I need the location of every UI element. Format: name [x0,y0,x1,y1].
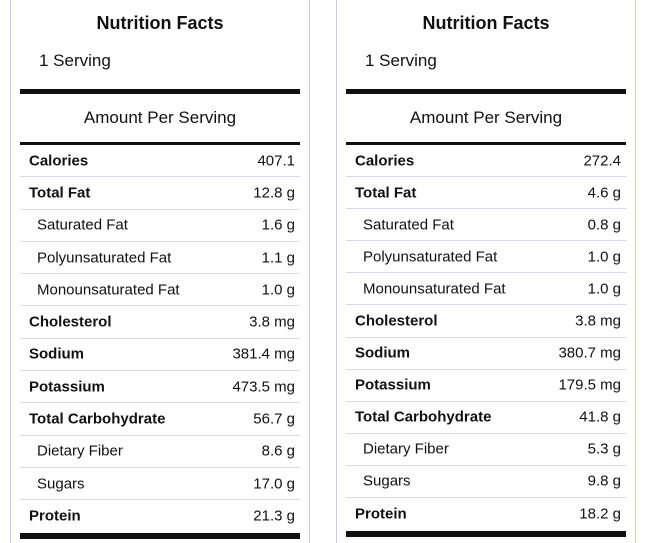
nutrient-row: Monounsaturated Fat 1.0 g [346,273,626,306]
nutrient-value: 4.6 g [587,184,621,202]
divider-medium [20,142,300,145]
nutrient-value: 179.5 mg [558,376,621,394]
nutrient-row: Sodium 380.7 mg [346,338,626,370]
nutrient-value: 0.8 g [587,216,621,234]
nutrient-row: Cholesterol 3.8 mg [20,306,300,339]
nutrient-label: Protein [29,507,81,525]
nutrient-rows: Calories 272.4 Total Fat 4.6 g Saturated Fat… [346,145,626,530]
nutrition-facts-panel-right: Nutrition Facts 1 Serving Amount Per Ser… [336,0,636,543]
nutrient-value: 9.8 g [587,472,621,490]
nutrient-value: 407.1 [257,152,295,170]
nutrient-label: Total Carbohydrate [29,410,166,428]
nutrient-row: Polyunsaturated Fat 1.1 g [20,242,300,275]
nutrient-row: Sodium 381.4 mg [20,339,300,372]
nutrient-value: 272.4 [583,152,621,170]
nutrient-row: Protein 18.2 g [346,498,626,530]
nutrient-row: Total Fat 12.8 g [20,177,300,210]
nutrient-row: Sugars 9.8 g [346,466,626,499]
nutrient-label: Total Fat [355,184,417,202]
nutrient-label: Potassium [29,378,105,396]
nutrient-value: 8.6 g [261,442,295,460]
nutrient-label: Total Fat [29,184,91,202]
nutrient-label: Saturated Fat [37,216,128,234]
nutrient-value: 21.3 g [253,507,295,525]
nutrient-label: Cholesterol [29,313,112,331]
nutrient-row: Potassium 179.5 mg [346,370,626,402]
nutrient-rows: Calories 407.1 Total Fat 12.8 g Saturated Fa… [20,145,300,533]
nutrient-value: 12.8 g [253,184,295,202]
nutrient-label: Monounsaturated Fat [363,280,506,298]
nutrient-row: Polyunsaturated Fat 1.0 g [346,241,626,274]
nutrient-row: Dietary Fiber 5.3 g [346,434,626,466]
nutrient-value: 1.6 g [261,216,295,234]
nutrient-value: 56.7 g [253,410,295,428]
nutrient-row: Cholesterol 3.8 mg [346,305,626,338]
nutrient-row: Calories 407.1 [20,145,300,178]
nutrient-row: Total Fat 4.6 g [346,177,626,210]
serving-size: 1 Serving [365,51,437,70]
nutrient-label: Sugars [363,472,411,490]
nutrient-label: Saturated Fat [363,216,454,234]
divider-thick [346,89,626,94]
nutrient-label: Protein [355,505,407,523]
nutrient-label: Dietary Fiber [37,442,123,460]
nutrient-label: Sodium [29,345,84,363]
panel-title: Nutrition Facts [422,13,550,33]
nutrient-label: Cholesterol [355,312,438,330]
nutrient-label: Calories [355,152,415,170]
nutrient-label: Polyunsaturated Fat [363,248,498,266]
nutrient-value: 3.8 mg [575,312,621,330]
nutrient-value: 5.3 g [587,440,621,458]
nutrient-label: Sodium [355,344,410,362]
nutrient-row: Calories 272.4 [346,145,626,178]
nutrient-value: 18.2 g [579,505,621,523]
nutrient-value: 17.0 g [253,475,295,493]
nutrient-value: 1.0 g [587,280,621,298]
nutrient-row: Sugars 17.0 g [20,468,300,501]
nutrient-value: 1.1 g [261,249,295,267]
amount-per-serving-heading: Amount Per Serving [83,108,237,127]
nutrient-row: Total Carbohydrate 41.8 g [346,402,626,434]
nutrient-value: 473.5 mg [232,378,295,396]
divider-thick [20,89,300,94]
nutrient-row: Potassium 473.5 mg [20,371,300,404]
amount-per-serving-heading: Amount Per Serving [409,108,563,127]
nutrient-row: Protein 21.3 g [20,500,300,532]
nutrient-label: Sugars [37,475,85,493]
nutrient-row: Total Carbohydrate 56.7 g [20,403,300,436]
nutrient-value: 3.8 mg [249,313,295,331]
panel-title: Nutrition Facts [96,13,224,33]
divider-medium [346,142,626,145]
nutrient-value: 1.0 g [261,281,295,299]
nutrient-row: Monounsaturated Fat 1.0 g [20,274,300,307]
nutrient-label: Polyunsaturated Fat [37,249,172,267]
nutrient-label: Monounsaturated Fat [37,281,180,299]
nutrient-value: 381.4 mg [232,345,295,363]
nutrient-row: Saturated Fat 0.8 g [346,209,626,242]
nutrition-facts-panel-left: Nutrition Facts 1 Serving Amount Per Ser… [10,0,310,543]
nutrient-label: Calories [29,152,89,170]
nutrient-row: Dietary Fiber 8.6 g [20,436,300,468]
serving-size: 1 Serving [39,51,111,70]
nutrient-label: Dietary Fiber [363,440,449,458]
divider-bottom [346,531,626,537]
nutrient-label: Potassium [355,376,431,394]
nutrient-label: Total Carbohydrate [355,408,492,426]
nutrient-value: 1.0 g [587,248,621,266]
nutrient-value: 41.8 g [579,408,621,426]
divider-bottom [20,533,300,539]
nutrient-row: Saturated Fat 1.6 g [20,210,300,242]
nutrient-value: 380.7 mg [558,344,621,362]
